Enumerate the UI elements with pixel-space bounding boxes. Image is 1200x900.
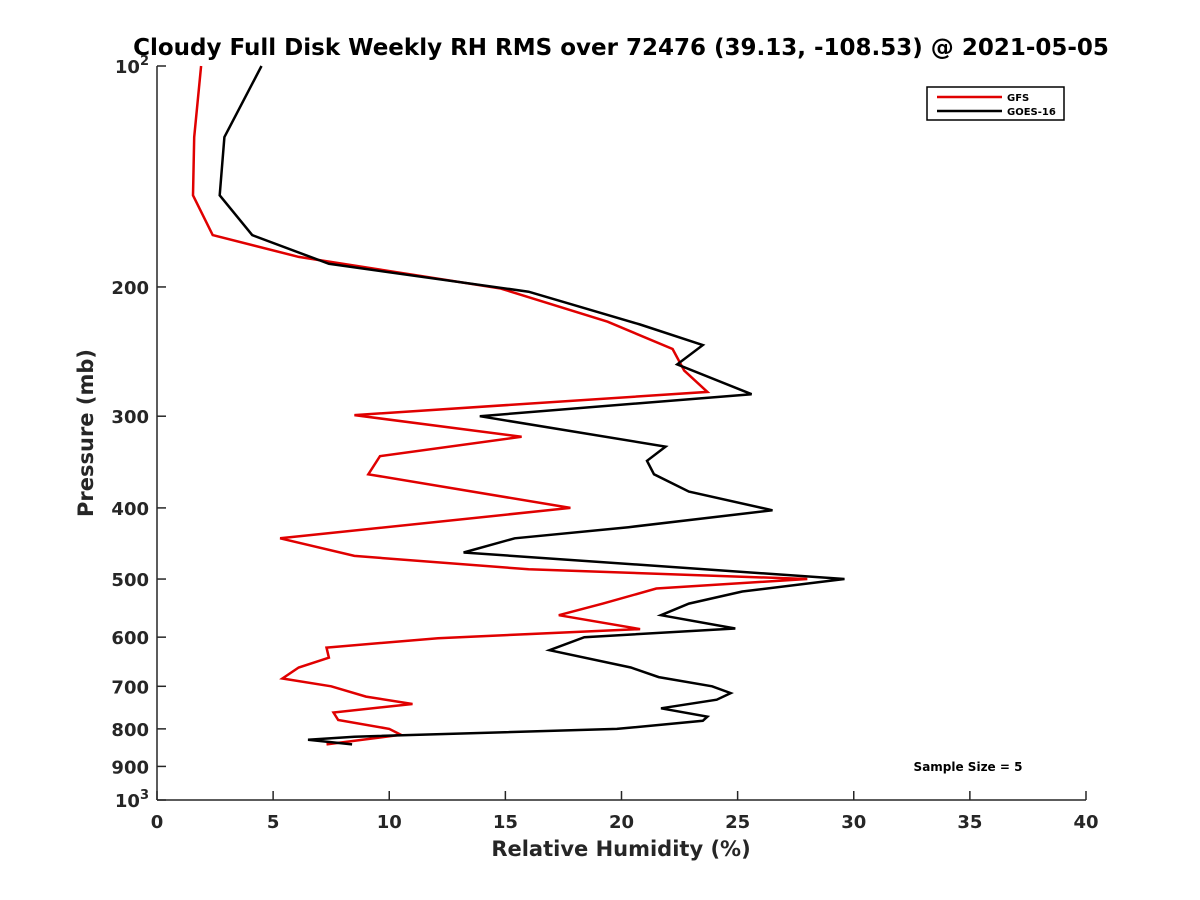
- x-tick-label: 15: [493, 812, 518, 833]
- x-axis-ticks: 0 5 10 15 20 25 30 35 40: [151, 791, 1099, 833]
- plot-area: [157, 65, 1086, 800]
- x-tick-label: 30: [841, 812, 866, 833]
- y-tick-label: 600: [111, 628, 149, 649]
- series-line-goes-16: [218, 65, 845, 746]
- x-tick-label: 35: [957, 812, 982, 833]
- y-tick-label: 400: [111, 499, 149, 520]
- y-tick-label: 102: [115, 54, 149, 78]
- y-tick-label: 800: [111, 720, 149, 741]
- x-tick-label: 25: [725, 812, 750, 833]
- legend: GFS GOES-16: [926, 86, 1065, 121]
- y-tick-label: 700: [111, 677, 149, 698]
- series-line-gfs: [191, 65, 808, 746]
- y-tick-label: 500: [111, 570, 149, 591]
- y-axis-label: Pressure (mb): [74, 349, 98, 517]
- legend-items: GFS GOES-16: [937, 93, 1056, 118]
- x-tick-label: 20: [609, 812, 634, 833]
- x-axis-label: Relative Humidity (%): [491, 837, 750, 861]
- x-tick-label: 40: [1073, 812, 1098, 833]
- legend-box: [926, 86, 1065, 121]
- chart-title: Cloudy Full Disk Weekly RH RMS over 7247…: [133, 35, 1109, 61]
- y-axis-ticks: 102 200 300 400 500 600 700 800 900 103: [111, 54, 166, 812]
- axes-layer: 0 5 10 15 20 25 30 35 40 102 200 300 400 500 600 700 80…: [111, 54, 1098, 833]
- series-layer: [191, 65, 845, 746]
- legend-label-gfs: GFS: [1007, 93, 1029, 104]
- y-tick-label: 900: [111, 757, 149, 778]
- legend-label-goes-16: GOES-16: [1007, 107, 1056, 118]
- y-tick-label: 103: [115, 788, 149, 812]
- y-tick-label: 200: [111, 278, 149, 299]
- x-tick-label: 10: [377, 812, 402, 833]
- plot-background: [157, 66, 1086, 800]
- y-tick-label: 300: [111, 407, 149, 428]
- x-tick-label: 5: [267, 812, 280, 833]
- sample-size-annotation: Sample Size = 5: [914, 760, 1023, 774]
- x-tick-label: 0: [151, 812, 164, 833]
